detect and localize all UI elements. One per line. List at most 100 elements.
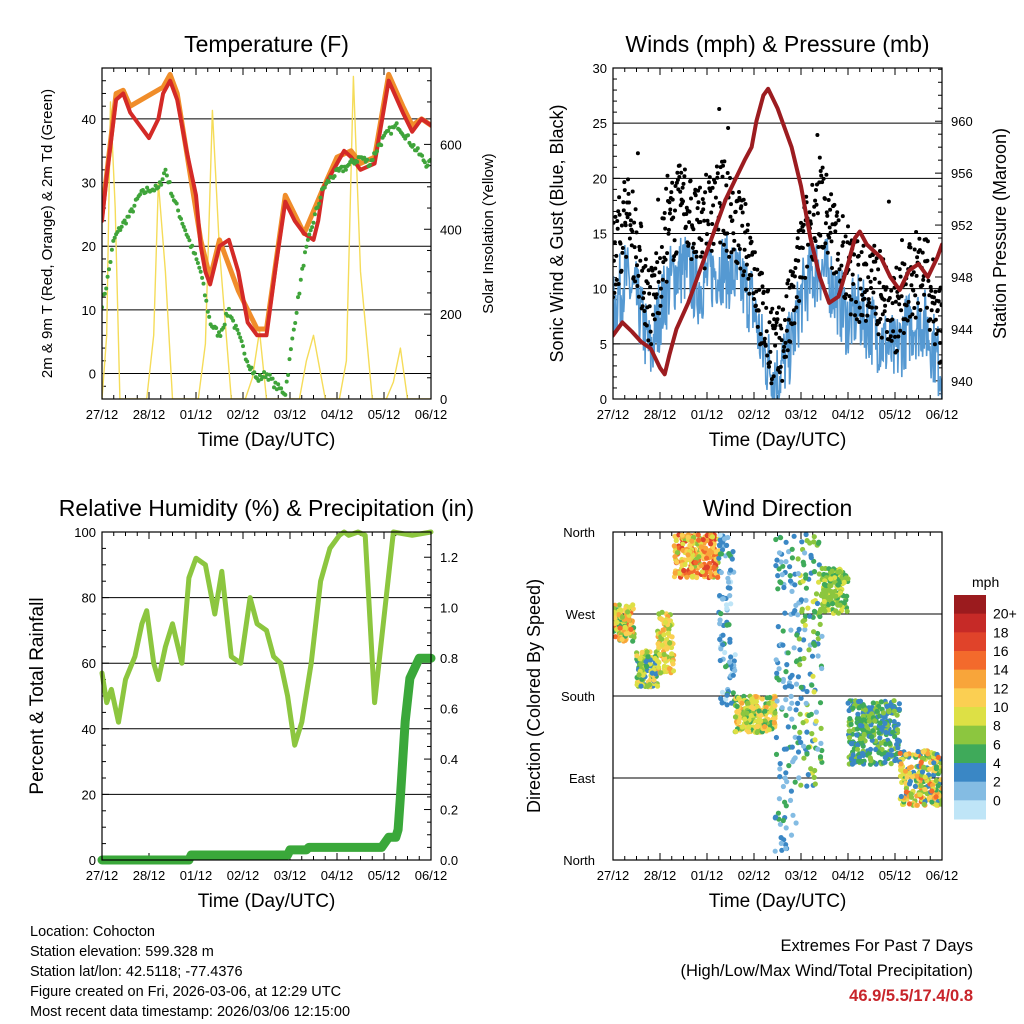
gust-point bbox=[613, 290, 617, 295]
gust-point bbox=[843, 296, 848, 300]
dewpoint-point bbox=[367, 163, 372, 167]
direction-point bbox=[708, 541, 714, 547]
x-tick-label: 27/12 bbox=[597, 868, 630, 883]
direction-point bbox=[786, 763, 792, 769]
gust-point bbox=[634, 230, 639, 235]
gust-point bbox=[913, 315, 918, 320]
gust-point bbox=[928, 284, 933, 289]
direction-point bbox=[880, 710, 887, 716]
direction-point bbox=[698, 563, 704, 569]
gust-point bbox=[623, 223, 628, 228]
direction-point bbox=[790, 812, 796, 818]
dewpoint-point bbox=[322, 185, 327, 190]
gust-point bbox=[884, 285, 889, 290]
gust-point bbox=[646, 268, 651, 273]
x-tick-label: 05/12 bbox=[879, 868, 912, 883]
gust-point bbox=[680, 185, 685, 190]
direction-point bbox=[715, 574, 721, 580]
dewpoint-point bbox=[193, 251, 198, 256]
dewpoint-point bbox=[238, 335, 243, 340]
gust-point bbox=[898, 328, 903, 333]
gust-point bbox=[800, 246, 805, 250]
gust-point bbox=[684, 212, 689, 216]
direction-point bbox=[788, 693, 794, 700]
gust-point bbox=[915, 255, 920, 260]
gust-point bbox=[880, 312, 885, 317]
direction-point bbox=[921, 801, 927, 807]
direction-point bbox=[707, 548, 713, 554]
direction-point bbox=[724, 542, 730, 549]
gust-point bbox=[920, 250, 925, 255]
direction-point bbox=[711, 564, 717, 571]
gust-point bbox=[732, 238, 737, 243]
direction-point bbox=[647, 682, 653, 688]
direction-point bbox=[805, 744, 812, 750]
dewpoint-point bbox=[176, 208, 181, 213]
x-tick-label: 27/12 bbox=[86, 407, 119, 422]
direction-point bbox=[850, 752, 856, 758]
gust-point bbox=[933, 317, 938, 322]
gust-point bbox=[824, 172, 829, 177]
gust-point bbox=[648, 285, 653, 289]
direction-point bbox=[655, 641, 661, 647]
y2-tick-label: 944 bbox=[951, 322, 973, 337]
direction-point bbox=[797, 729, 803, 736]
direction-point bbox=[891, 708, 898, 714]
gust-point bbox=[760, 271, 764, 276]
dewpoint-point bbox=[420, 153, 425, 158]
recent-text: Most recent data timestamp: 2026/03/06 1… bbox=[30, 1004, 351, 1020]
gust-point bbox=[654, 251, 659, 256]
direction-point bbox=[793, 681, 800, 687]
gust-point bbox=[795, 236, 800, 241]
x-tick-label: 05/12 bbox=[368, 868, 401, 883]
gust-point bbox=[737, 247, 742, 251]
direction-point bbox=[802, 627, 808, 633]
gust-point bbox=[870, 253, 875, 257]
direction-point bbox=[789, 555, 796, 561]
extremes-title: Extremes For Past 7 Days bbox=[780, 937, 973, 955]
direction-point bbox=[777, 774, 783, 780]
gust-point bbox=[869, 268, 874, 273]
y-tick-label: 80 bbox=[82, 591, 96, 606]
gust-point bbox=[779, 326, 784, 331]
direction-point bbox=[720, 632, 726, 638]
gust-point bbox=[702, 218, 707, 223]
dewpoint-point bbox=[119, 224, 124, 229]
gust-point bbox=[898, 274, 903, 279]
direction-point bbox=[619, 636, 625, 643]
gust-point bbox=[813, 239, 818, 243]
direction-point bbox=[801, 755, 807, 761]
gust-point bbox=[791, 270, 795, 275]
dewpoint-point bbox=[109, 247, 114, 252]
gust-point bbox=[658, 256, 662, 261]
gust-point bbox=[662, 211, 667, 215]
gust-point bbox=[746, 253, 751, 258]
gust-point bbox=[656, 279, 661, 284]
direction-point bbox=[801, 637, 807, 643]
dewpoint-point bbox=[257, 373, 262, 378]
y2-tick-label: 956 bbox=[951, 166, 973, 181]
gust-point bbox=[613, 214, 618, 219]
gust-point bbox=[860, 313, 865, 318]
gust-point bbox=[622, 188, 627, 193]
gust-point bbox=[665, 251, 670, 256]
gust-point bbox=[636, 294, 641, 299]
dewpoint-point bbox=[315, 205, 320, 210]
gust-point bbox=[873, 311, 878, 316]
gust-point bbox=[896, 334, 901, 339]
direction-point bbox=[636, 672, 642, 678]
direction-point bbox=[811, 629, 817, 635]
direction-point bbox=[854, 746, 861, 752]
colorbar-swatch bbox=[954, 725, 986, 745]
gust-point bbox=[654, 292, 659, 297]
direction-point bbox=[800, 720, 806, 726]
gust-point bbox=[747, 291, 752, 296]
gust-point bbox=[650, 268, 655, 273]
dewpoint-point bbox=[291, 327, 296, 332]
gust-point bbox=[696, 200, 701, 205]
gust-point bbox=[818, 169, 823, 173]
gust-point bbox=[630, 229, 635, 234]
direction-point bbox=[749, 704, 755, 710]
direction-point bbox=[783, 539, 789, 545]
gust-point bbox=[725, 171, 730, 175]
